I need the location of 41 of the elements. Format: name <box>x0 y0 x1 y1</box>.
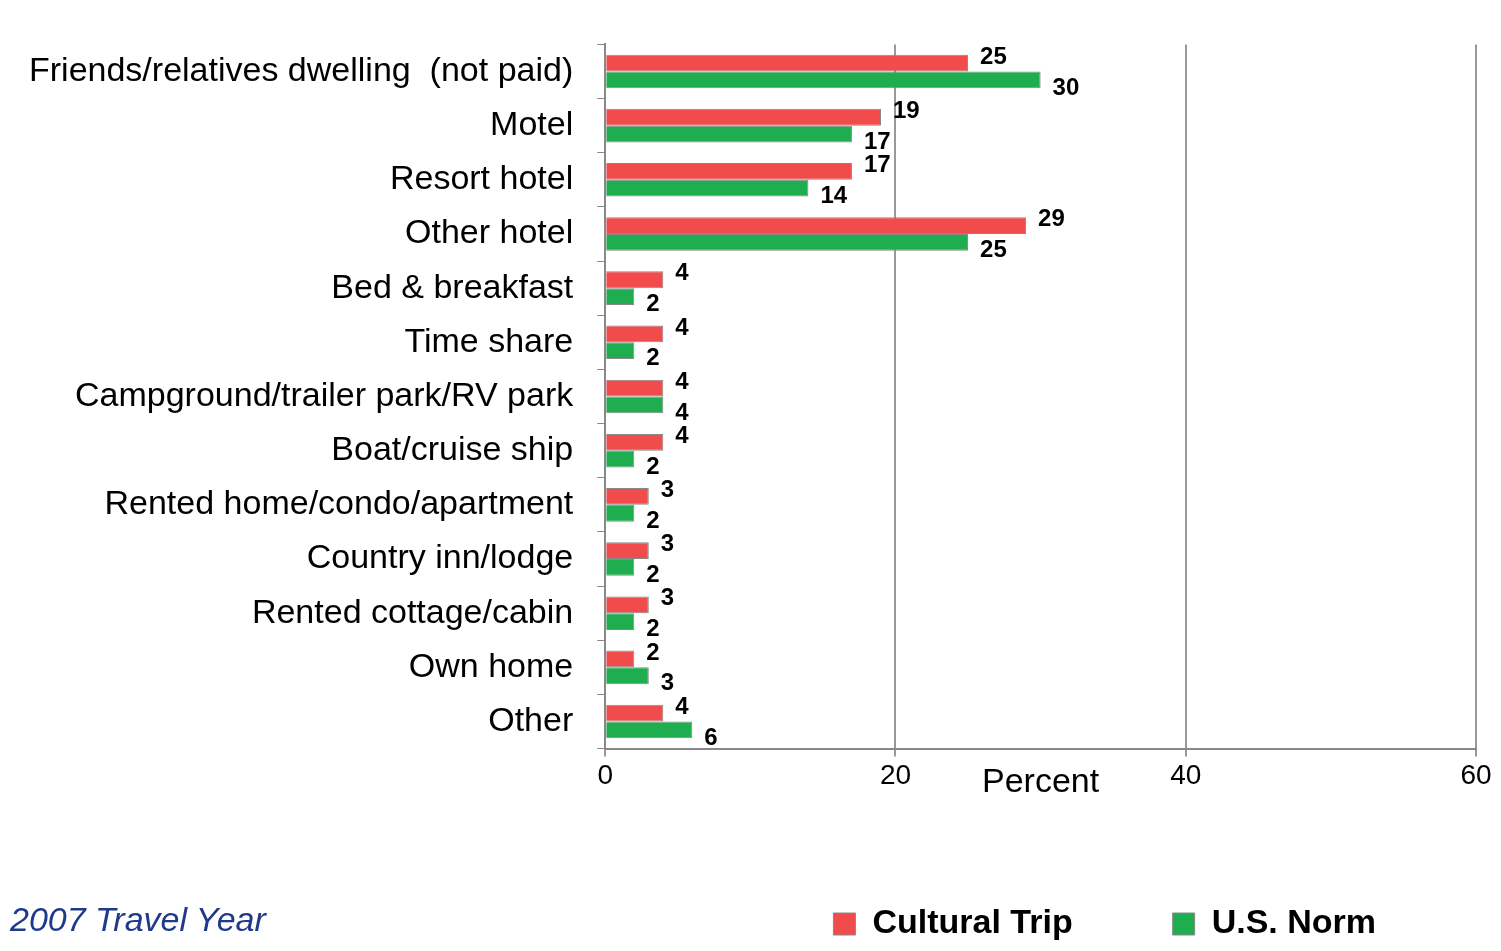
y-tick-label: Resort hotel <box>389 158 574 197</box>
data-label: 30 <box>1052 72 1080 100</box>
y-tick-label: Bed & breakfast <box>331 266 574 305</box>
y-tick-label: Rented home/condo/apartment <box>104 483 574 522</box>
x-tick-label: 40 <box>1170 759 1202 791</box>
y-tick-label: Friends/relatives dwelling (not paid) <box>29 49 574 88</box>
data-label: 19 <box>892 95 920 123</box>
data-label: 4 <box>675 312 690 340</box>
x-tick-label: 20 <box>879 759 912 791</box>
x-axis-title: Percent <box>982 760 1100 799</box>
y-tick-label: Own home <box>408 645 574 684</box>
data-label: 3 <box>660 668 675 696</box>
y-tick-label: Other hotel <box>405 212 574 251</box>
data-label: 2 <box>646 343 660 371</box>
y-tick-label: Boat/cruise ship <box>331 429 574 468</box>
data-label: 14 <box>820 180 848 208</box>
legend-label: U.S. Norm <box>1211 902 1376 941</box>
y-tick-label: Time share <box>404 320 574 359</box>
x-tick-label: 60 <box>1460 759 1492 791</box>
y-tick-label: Other <box>488 699 574 738</box>
data-label: 4 <box>675 258 690 286</box>
data-label: 4 <box>675 366 690 394</box>
data-label: 6 <box>704 722 718 750</box>
data-label: 3 <box>660 529 675 557</box>
y-tick-label: Rented cottage/cabin <box>251 591 574 630</box>
y-tick-label: Motel <box>490 104 574 143</box>
y-tick-label: Country inn/lodge <box>306 537 574 576</box>
text: 2007 Travel Year <box>10 900 266 939</box>
data-label: 2 <box>646 289 660 317</box>
data-label: 25 <box>980 41 1007 69</box>
data-label: 25 <box>980 235 1007 263</box>
data-label: 2 <box>646 505 660 533</box>
x-tick-label: 0 <box>597 759 614 791</box>
y-tick-label: Campground/trailer park/RV park <box>74 374 575 413</box>
data-label: 4 <box>675 691 690 719</box>
data-label: 2 <box>646 560 660 588</box>
legend-label: Cultural Trip <box>872 902 1073 941</box>
data-label: 29 <box>1038 204 1065 232</box>
data-label: 2 <box>646 451 660 479</box>
data-label: 3 <box>660 475 675 503</box>
data-label: 3 <box>660 583 675 611</box>
